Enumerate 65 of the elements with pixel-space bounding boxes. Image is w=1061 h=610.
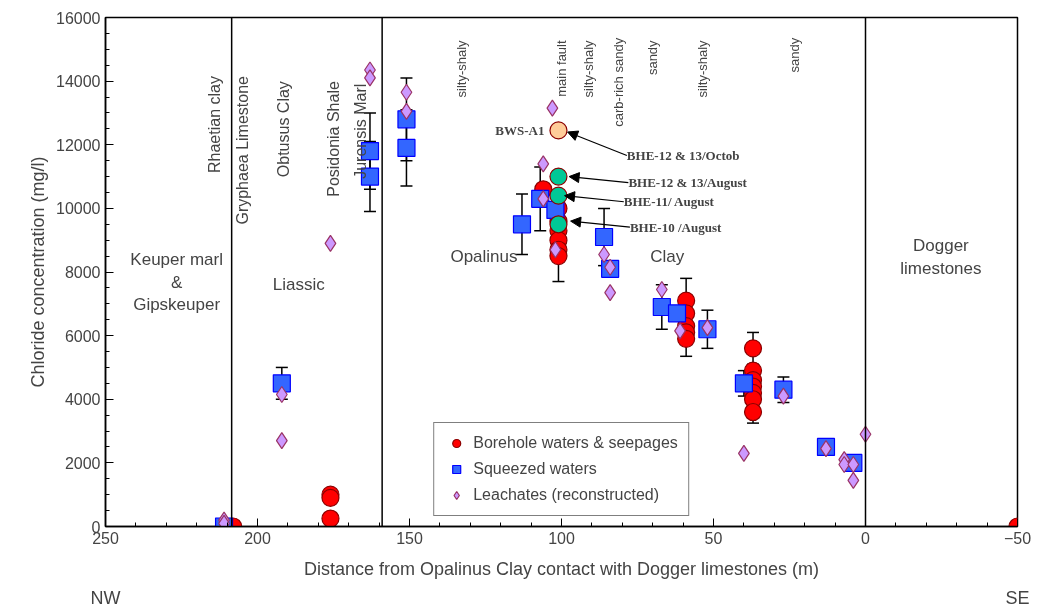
point bbox=[549, 241, 562, 259]
point bbox=[737, 444, 750, 462]
y-axis-title: Chloride concentration (mg/l) bbox=[28, 156, 49, 388]
x-tick-label: 200 bbox=[244, 529, 271, 547]
x-tick-label: −50 bbox=[1003, 529, 1032, 547]
annotation: main fault bbox=[554, 40, 569, 97]
point bbox=[397, 138, 416, 158]
point bbox=[400, 83, 413, 101]
legend-label: Squeezed waters bbox=[473, 460, 597, 478]
point bbox=[275, 432, 288, 450]
annotation: Clay bbox=[650, 247, 685, 267]
point bbox=[594, 227, 614, 247]
point bbox=[777, 387, 790, 405]
annotation: Keuper marl & Gipskeuper bbox=[130, 249, 223, 315]
x-tick-label: 0 bbox=[861, 529, 871, 547]
text: SE bbox=[1005, 587, 1030, 608]
point bbox=[549, 121, 568, 140]
annotation: sandy bbox=[786, 37, 802, 73]
annotation: BHE-12 & 13/August bbox=[628, 175, 748, 191]
x-tick-label: 50 bbox=[704, 529, 723, 547]
x-axis-title: Distance from Opalinus Clay contact with Dogger limestones (m) bbox=[303, 558, 820, 579]
point bbox=[537, 155, 550, 173]
y-tick-label: 4000 bbox=[64, 391, 101, 409]
point bbox=[546, 99, 559, 117]
x-tick-label: 100 bbox=[548, 529, 575, 547]
text: NW bbox=[90, 587, 121, 608]
y-tick-label: 8000 bbox=[64, 264, 101, 281]
y-tick-label: 16000 bbox=[56, 9, 101, 27]
point bbox=[847, 471, 860, 489]
legend-label: Borehole waters & seepages bbox=[473, 434, 678, 452]
annotation: carb-rich sandy bbox=[610, 37, 626, 127]
legend-label: Leachates (reconstructed) bbox=[473, 486, 660, 504]
point bbox=[549, 186, 568, 205]
annotation: BWS-A1 bbox=[495, 122, 545, 138]
annotation: Rhaetian clay bbox=[206, 76, 224, 173]
point bbox=[512, 215, 532, 234]
point bbox=[321, 509, 340, 527]
annotation: Dogger limestones bbox=[900, 235, 982, 278]
annotation: Opalinus bbox=[450, 247, 518, 267]
point bbox=[734, 374, 753, 393]
annotation: sandy bbox=[645, 39, 661, 76]
annotation: BHE-10 /August bbox=[629, 219, 722, 235]
annotation: Jurensis Marl bbox=[352, 83, 370, 179]
annotation: Posidonia Shale bbox=[325, 81, 342, 197]
point bbox=[667, 304, 687, 323]
y-tick-label: 12000 bbox=[56, 136, 101, 154]
annotation: Liassic bbox=[272, 275, 326, 295]
annotation: Gryphaea Limestone bbox=[233, 75, 251, 225]
y-tick-label: 14000 bbox=[56, 73, 101, 91]
point bbox=[324, 234, 337, 252]
y-tick-label: 2000 bbox=[64, 454, 101, 472]
point bbox=[549, 167, 568, 186]
annotation: BHE-12 & 13/Octob bbox=[626, 147, 740, 163]
y-tick-label: 10000 bbox=[56, 200, 101, 218]
annotation: silty-shaly bbox=[581, 39, 597, 98]
point bbox=[400, 102, 413, 120]
point bbox=[743, 339, 763, 358]
annotation: Obtusus Clay bbox=[274, 81, 292, 178]
x-tick-label: 150 bbox=[396, 529, 423, 547]
annotation: silty-shaly bbox=[453, 39, 469, 98]
point bbox=[604, 284, 617, 302]
annotation: silty-shaly bbox=[695, 39, 711, 98]
annotation: BHE-11/ August bbox=[623, 194, 715, 210]
point bbox=[537, 190, 550, 208]
y-tick-label: 6000 bbox=[64, 327, 101, 345]
